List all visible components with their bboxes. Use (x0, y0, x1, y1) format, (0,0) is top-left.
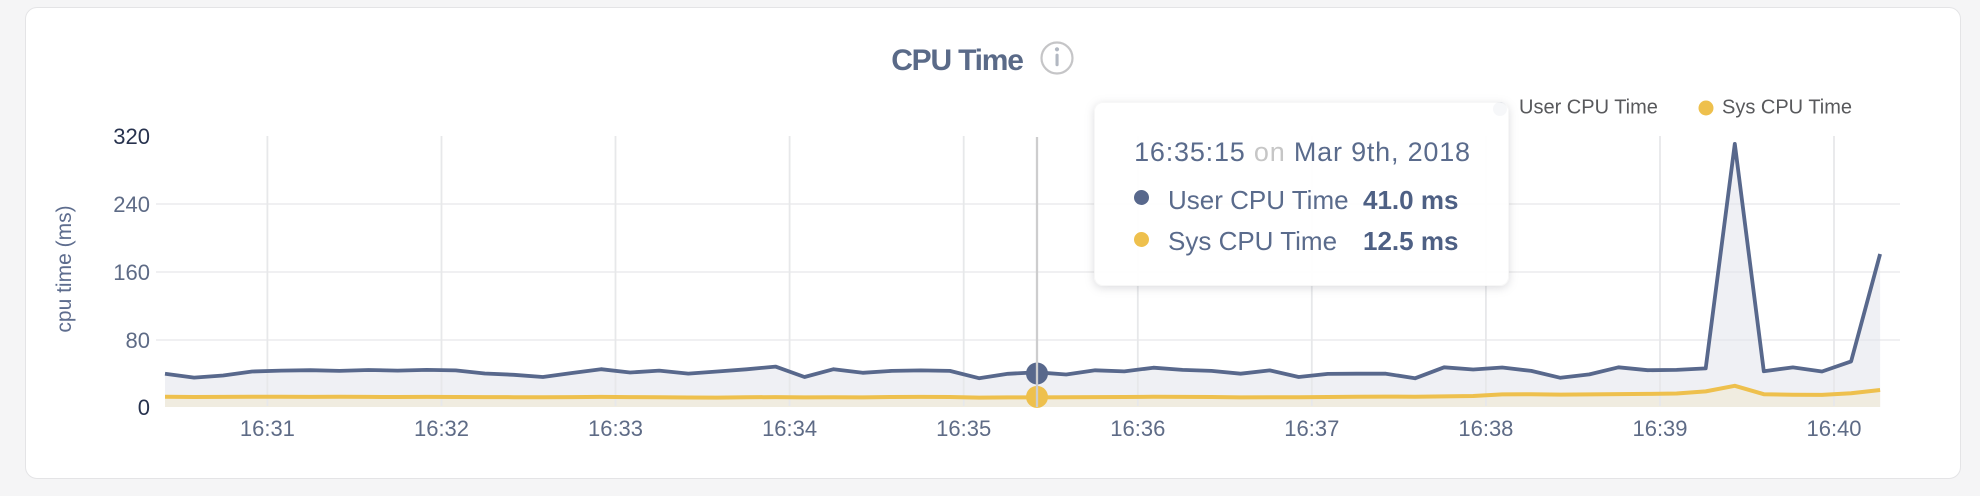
svg-text:16:35: 16:35 (936, 416, 991, 441)
svg-text:cpu time (ms): cpu time (ms) (53, 205, 76, 332)
svg-text:Sys CPU Time: Sys CPU Time (1722, 97, 1852, 119)
svg-text:16:31: 16:31 (240, 416, 295, 441)
svg-text:0: 0 (138, 395, 150, 420)
svg-text:16:34: 16:34 (762, 416, 817, 441)
svg-text:320: 320 (113, 124, 150, 149)
svg-text:CPU Time: CPU Time (891, 44, 1023, 77)
svg-text:16:38: 16:38 (1458, 416, 1513, 441)
svg-text:16:36: 16:36 (1110, 416, 1165, 441)
svg-text:16:33: 16:33 (588, 416, 643, 441)
svg-text:16:37: 16:37 (1284, 416, 1339, 441)
svg-text:160: 160 (113, 260, 150, 285)
svg-text:16:39: 16:39 (1632, 416, 1687, 441)
svg-text:80: 80 (126, 328, 150, 353)
svg-text:16:40: 16:40 (1806, 416, 1861, 441)
svg-text:16:32: 16:32 (414, 416, 469, 441)
svg-text:240: 240 (113, 192, 150, 217)
svg-text:User CPU Time: User CPU Time (1519, 97, 1658, 119)
